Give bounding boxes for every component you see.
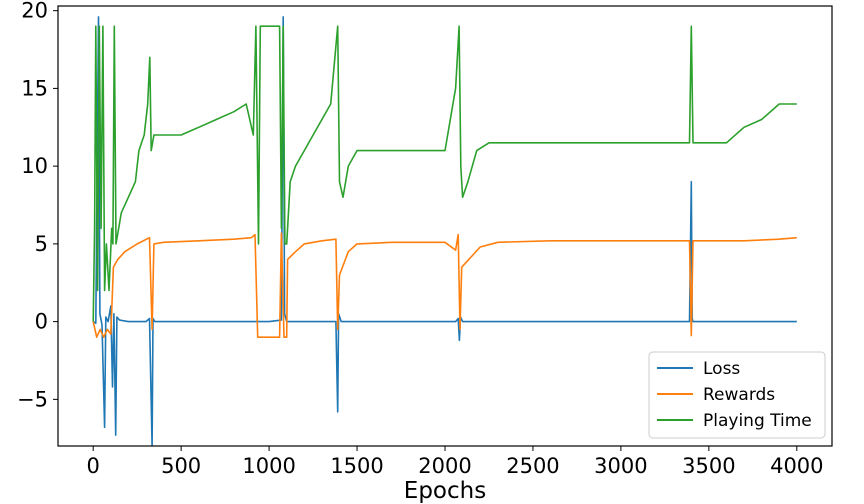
x-tick-label: 0 bbox=[86, 454, 99, 478]
y-tick-label: 10 bbox=[21, 154, 48, 178]
series-layer bbox=[92, 16, 797, 446]
x-tick-label: 1500 bbox=[330, 454, 383, 478]
x-tick-label: 500 bbox=[161, 454, 201, 478]
x-tick-label: 4000 bbox=[770, 454, 823, 478]
y-tick-label: 20 bbox=[21, 0, 48, 23]
y-tick-label: 0 bbox=[35, 310, 48, 334]
x-tick-label: 3500 bbox=[682, 454, 735, 478]
legend-label: Loss bbox=[703, 359, 740, 379]
tick-layer: 0 500 1000 1500 2000 2500 3000 3500 4000 −5 0 5 10 15… bbox=[17, 0, 824, 478]
legend-label: Rewards bbox=[703, 385, 775, 405]
x-tick-label: 3000 bbox=[594, 454, 647, 478]
y-tick-label: −5 bbox=[17, 387, 48, 411]
x-tick-label: 2500 bbox=[506, 454, 559, 478]
series-line-playing-time bbox=[92, 25, 797, 322]
y-tick-label: 15 bbox=[21, 76, 48, 100]
legend: Loss Rewards Playing Time bbox=[648, 351, 826, 439]
x-tick-label: 2000 bbox=[418, 454, 471, 478]
legend-box bbox=[648, 351, 826, 439]
y-tick-label: 5 bbox=[35, 232, 48, 256]
legend-label: Playing Time bbox=[703, 411, 812, 431]
x-tick-label: 1000 bbox=[242, 454, 295, 478]
series-line-loss bbox=[92, 16, 797, 446]
series-line-rewards bbox=[92, 232, 797, 338]
x-axis-label: Epochs bbox=[404, 478, 486, 504]
